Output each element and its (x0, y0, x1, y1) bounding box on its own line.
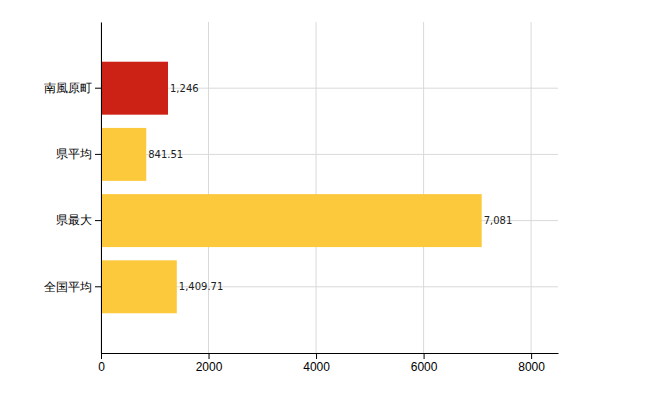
data-labels: 1,246 841.51 7,081 1,409.71 (148, 83, 512, 293)
y-tick: 県平均 (56, 147, 101, 161)
data-label: 7,081 (484, 215, 513, 226)
grid-line-x (423, 22, 424, 353)
data-label: 1,409.71 (179, 281, 224, 292)
x-tick-mark (531, 353, 532, 359)
y-tick-mark (95, 220, 101, 221)
chart-container: 0 2000 4000 6000 8000 南風原町県平均県最大全国平均 1,246 841.… (0, 0, 650, 400)
y-axis: 南風原町県平均県最大全国平均 (44, 23, 102, 354)
grid-line-x (101, 22, 102, 353)
x-tick: 2000 (196, 353, 223, 374)
x-tick-mark (209, 353, 210, 359)
x-tick-label: 8000 (518, 360, 545, 374)
chart-svg: 0 2000 4000 6000 8000 南風原町県平均県最大全国平均 1,246 841.… (0, 0, 650, 400)
bar (101, 194, 482, 247)
x-tick-label: 6000 (411, 360, 438, 374)
y-tick-mark (95, 154, 101, 155)
x-tick: 6000 (411, 353, 438, 374)
y-tick-mark (95, 286, 101, 287)
x-tick: 8000 (518, 353, 545, 374)
x-axis-line (102, 353, 559, 354)
y-tick-mark (95, 88, 101, 89)
bar (101, 62, 168, 115)
y-tick-label: 県最大 (56, 213, 92, 227)
grid-line-x (208, 22, 209, 353)
x-tick-mark (424, 353, 425, 359)
grid-line-x (316, 22, 317, 353)
grid (101, 22, 558, 353)
data-label: 1,246 (170, 83, 199, 94)
x-axis: 0 2000 4000 6000 8000 (98, 353, 558, 374)
y-tick-label: 全国平均 (44, 280, 92, 294)
y-tick: 県最大 (56, 213, 101, 227)
y-tick-label: 南風原町 (44, 81, 92, 95)
grid-line-x (531, 22, 532, 353)
x-tick-label: 4000 (303, 360, 330, 374)
x-tick-label: 2000 (196, 360, 223, 374)
bars (101, 62, 482, 314)
x-tick: 0 (98, 353, 105, 374)
data-label: 841.51 (148, 149, 183, 160)
x-tick: 4000 (303, 353, 330, 374)
y-tick-label: 県平均 (56, 147, 92, 161)
bar (101, 128, 146, 181)
y-tick: 南風原町 (44, 81, 101, 95)
y-axis-line (101, 23, 102, 354)
x-tick-mark (316, 353, 317, 359)
x-tick-label: 0 (98, 360, 105, 374)
y-tick: 全国平均 (44, 280, 101, 294)
bar (101, 260, 177, 313)
x-tick-mark (101, 353, 102, 359)
